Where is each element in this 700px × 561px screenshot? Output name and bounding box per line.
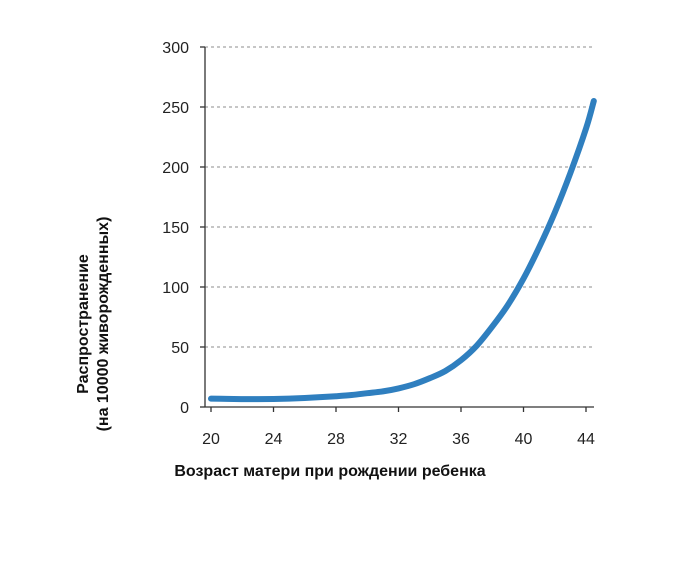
x-tick-label-32: 32 (390, 431, 408, 448)
series-group (208, 98, 597, 403)
y-axis-title-line-1: Распространение (75, 254, 92, 394)
x-tick-label-20: 20 (202, 431, 220, 448)
y-tick-label-100: 100 (162, 280, 189, 297)
x-tick-label-44: 44 (577, 431, 595, 448)
y-tick-label-0: 0 (180, 400, 189, 417)
grid-lines (205, 46, 594, 348)
y-tick-label-50: 50 (171, 340, 189, 357)
x-tick-label-28: 28 (327, 431, 345, 448)
x-tick-label-40: 40 (515, 431, 533, 448)
y-axis-title: Распространение (на 10000 живорожденных) (75, 217, 112, 432)
x-axis-ticks: 20 24 28 32 36 40 44 (202, 407, 595, 448)
y-tick-label-250: 250 (162, 100, 189, 117)
y-tick-label-200: 200 (162, 160, 189, 177)
x-tick-label-24: 24 (265, 431, 283, 448)
x-tick-label-36: 36 (452, 431, 470, 448)
series-line-0 (208, 98, 597, 403)
y-axis-title-line-2: (на 10000 живорожденных) (95, 217, 112, 432)
y-axis-ticks: 0 50 100 150 200 250 300 (162, 40, 205, 417)
y-tick-label-150: 150 (162, 220, 189, 237)
y-tick-label-300: 300 (162, 40, 189, 57)
x-axis-title: Возраст матери при рождении ребенка (174, 463, 485, 480)
